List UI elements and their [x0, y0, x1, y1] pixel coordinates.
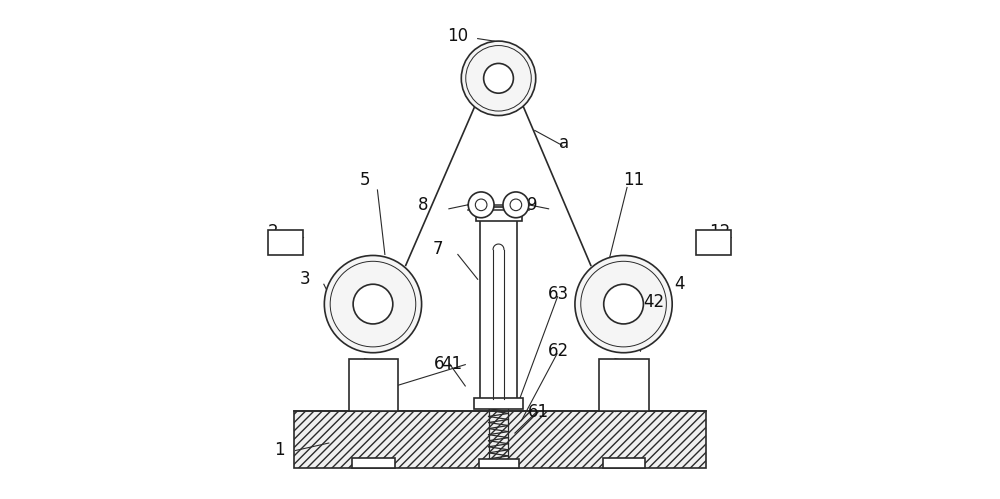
Circle shape	[353, 284, 393, 324]
Circle shape	[503, 192, 529, 218]
Text: 41: 41	[441, 355, 462, 373]
Bar	[352, 458, 395, 468]
Text: 42: 42	[643, 292, 664, 310]
Text: 62: 62	[548, 342, 569, 360]
Text: 9: 9	[527, 196, 538, 214]
Circle shape	[575, 255, 672, 353]
Text: 63: 63	[548, 285, 569, 303]
Text: 61: 61	[528, 403, 549, 421]
Text: 2: 2	[267, 223, 278, 241]
Text: 1: 1	[274, 442, 284, 460]
Text: 11: 11	[623, 171, 645, 189]
Text: 4: 4	[674, 275, 685, 293]
Bar	[696, 230, 731, 255]
Circle shape	[484, 63, 513, 93]
Bar	[268, 230, 303, 255]
Bar	[599, 359, 649, 411]
Bar	[294, 411, 706, 468]
Text: 3: 3	[300, 270, 311, 288]
Bar	[603, 458, 645, 468]
Circle shape	[461, 41, 536, 116]
Text: 5: 5	[360, 171, 370, 189]
Text: 8: 8	[418, 196, 428, 214]
Circle shape	[324, 255, 422, 353]
Bar	[474, 398, 523, 409]
Circle shape	[468, 192, 494, 218]
Bar	[349, 359, 398, 411]
Bar	[480, 215, 517, 404]
Text: a: a	[559, 134, 570, 152]
Text: 7: 7	[433, 241, 443, 258]
Text: 12: 12	[709, 223, 730, 241]
Bar	[476, 207, 522, 221]
Bar	[479, 459, 519, 468]
Text: 6: 6	[434, 355, 445, 373]
Text: 10: 10	[447, 27, 468, 45]
Circle shape	[604, 284, 643, 324]
